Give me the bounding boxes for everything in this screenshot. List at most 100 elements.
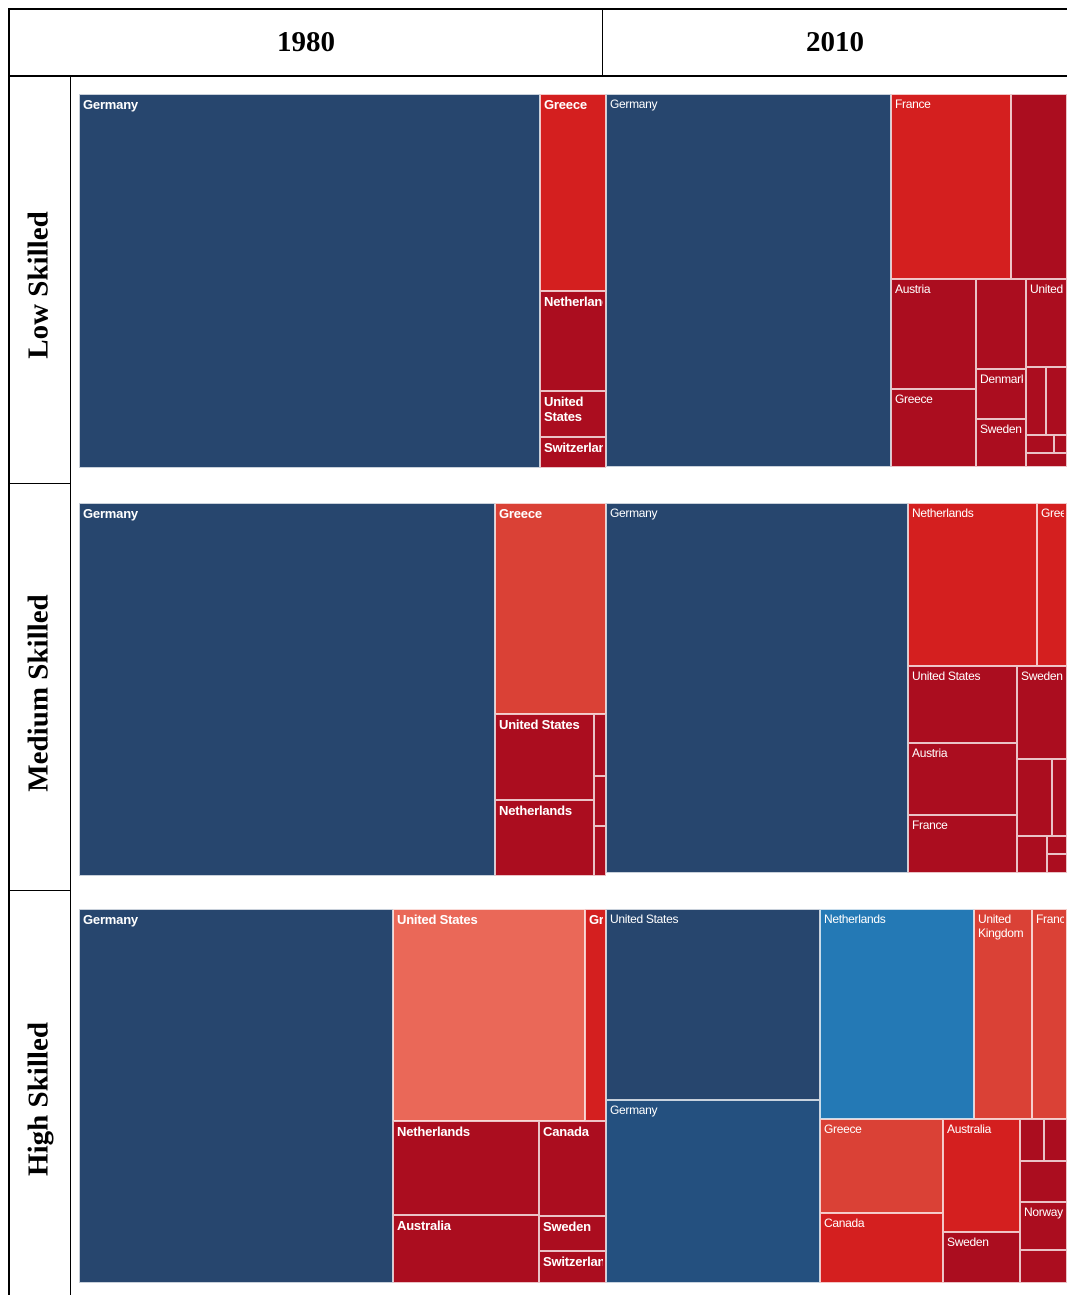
column-header-1980: 1980 <box>277 26 335 58</box>
treemap-subcell <box>1020 1250 1067 1283</box>
treemap-cell-united-states: United States <box>393 909 585 1121</box>
treemap-cell-united-states: United States <box>495 714 594 800</box>
treemap-cell-label: Greece <box>589 912 603 927</box>
treemap-subcell <box>1026 435 1054 453</box>
treemap-cell-label: Germany <box>83 506 138 521</box>
treemap-cell-germany: Germany <box>606 503 908 873</box>
treemap-subcell <box>1026 453 1067 467</box>
treemap-cell-label: Germany <box>83 912 138 927</box>
row-label-divider <box>70 75 71 1295</box>
treemap-cell-label: Norway <box>1024 1205 1063 1219</box>
treemap-cell-label: Greece <box>824 1122 862 1136</box>
treemap-cell-label: United Kingdom <box>978 912 1024 940</box>
treemap-cell-canada: Canada <box>820 1213 943 1283</box>
treemap-cell-netherlands: Netherlands <box>908 503 1037 666</box>
treemap-subcell <box>1020 1161 1067 1202</box>
treemap-subcell <box>1026 367 1046 435</box>
treemap-cell-denmark: Denmark <box>976 369 1026 419</box>
treemap-cell-germany: Germany <box>79 909 393 1283</box>
treemap-cell-label: United States <box>610 912 679 926</box>
treemap-cell-label: France <box>895 97 931 111</box>
row-label-medium-skilled: Medium Skilled <box>22 594 55 792</box>
treemap-cell-label: Australia <box>947 1122 991 1136</box>
treemap-medium-skilled-1980: Germany Greece United States Netherlands <box>79 503 606 876</box>
treemap-cell-united: United <box>1026 279 1067 367</box>
treemap-subcell <box>1054 435 1067 453</box>
treemap-cell-united-kingdom: United Kingdom <box>974 909 1032 1119</box>
treemap-cell-sweden: Sweden <box>539 1216 606 1251</box>
treemap-subcell <box>594 776 606 826</box>
treemap-subcell <box>1044 1119 1067 1161</box>
treemap-subcell <box>1017 836 1047 873</box>
treemap-cell-united-states: United States <box>540 391 606 437</box>
treemap-cell-label: United States <box>544 394 584 424</box>
row-label-high-skilled: High Skilled <box>22 1022 55 1176</box>
treemap-cell-sweden: Sweden <box>943 1232 1020 1283</box>
treemap-cell-germany: Germany <box>79 94 540 468</box>
header-divider <box>8 75 1067 77</box>
treemap-cell-label: Greece <box>895 392 933 406</box>
treemap-subcell <box>1047 836 1067 854</box>
treemap-cell-label: Australia <box>397 1218 451 1233</box>
treemap-subcell <box>1046 367 1067 435</box>
treemap-cell-france: France <box>908 815 1017 873</box>
treemap-cell-label: Sweden <box>543 1219 591 1234</box>
treemap-cell-austria: Austria <box>891 279 976 389</box>
treemap-cell-label: Canada <box>543 1124 589 1139</box>
treemap-cell-label: Switzerland <box>544 440 603 455</box>
treemap-subcell <box>594 714 606 776</box>
treemap-high-skilled-2010: United States Germany Netherlands United Ki… <box>606 909 1067 1283</box>
treemap-cell-label: United States <box>912 669 981 683</box>
treemap-cell-label: Sweden <box>980 422 1022 436</box>
treemap-low-skilled-1980: Germany Greece Netherlands United States Swi… <box>79 94 606 468</box>
treemap-cell-label: United States <box>499 717 580 732</box>
treemap-cell-label: Germany <box>610 506 658 520</box>
column-header-2010: 2010 <box>806 26 864 58</box>
treemap-subcell <box>1052 759 1067 836</box>
treemap-cell-label: United States <box>397 912 478 927</box>
treemap-cell-germany: Germany <box>606 1100 820 1283</box>
treemap-cell-label: Greece <box>1041 506 1064 520</box>
treemap-cell-label: Denmark <box>980 372 1023 386</box>
treemap-cell-sweden: Sweden <box>976 419 1026 467</box>
treemap-cell-label: Germany <box>610 1103 658 1117</box>
treemap-cell-label: Austria <box>912 746 948 760</box>
treemap-cell-australia: Australia <box>943 1119 1020 1232</box>
treemap-cell-label: Netherlands <box>397 1124 470 1139</box>
treemap-cell-greece: Greece <box>1037 503 1067 666</box>
row-divider-1 <box>8 483 71 484</box>
treemap-cell-france: France <box>891 94 1011 279</box>
treemap-cell-canada: Canada <box>539 1121 606 1216</box>
treemap-subcell <box>1047 854 1067 873</box>
treemap-cell-germany: Germany <box>79 503 495 876</box>
treemap-cell-label: Netherlands <box>912 506 974 520</box>
treemap-cell-label: Netherlands <box>824 912 886 926</box>
treemap-cell-netherlands: Netherlands <box>820 909 974 1119</box>
treemap-cell-germany: Germany <box>606 94 891 467</box>
treemap-medium-skilled-2010: Germany Netherlands Greece United States Aus… <box>606 503 1067 873</box>
treemap-cell-label: United <box>1030 282 1063 296</box>
treemap-cell-united-states: United States <box>606 909 820 1100</box>
treemap-cell-label: Greece <box>544 97 587 112</box>
treemap-cell-label: Canada <box>824 1216 865 1230</box>
treemap-subcell <box>1020 1119 1044 1161</box>
treemap-cell-unlabeled <box>1011 94 1067 279</box>
treemap-cell-label: Sweden <box>947 1235 989 1249</box>
treemap-cell-australia: Australia <box>393 1215 539 1283</box>
treemap-cell-greece: Greece <box>495 503 606 714</box>
treemap-cell-label: Austria <box>895 282 931 296</box>
treemap-cell-sweden: Sweden <box>1017 666 1067 759</box>
table-border-top <box>8 8 1067 10</box>
treemap-cell-france: France <box>1032 909 1067 1119</box>
row-label-low-skilled: Low Skilled <box>22 211 55 359</box>
treemap-subcell <box>594 826 606 876</box>
treemap-cell-label: Germany <box>83 97 138 112</box>
treemap-cell-united-states: United States <box>908 666 1017 743</box>
treemap-cell-label: Sweden <box>1021 669 1063 683</box>
column-divider <box>602 8 603 75</box>
treemap-cell-austria: Austria <box>908 743 1017 815</box>
treemap-cell-label: Netherlands <box>499 803 572 818</box>
treemap-cell-label: Greece <box>499 506 542 521</box>
treemap-cell-label: Germany <box>610 97 658 111</box>
treemap-cell-norway: Norway <box>1020 1202 1067 1250</box>
